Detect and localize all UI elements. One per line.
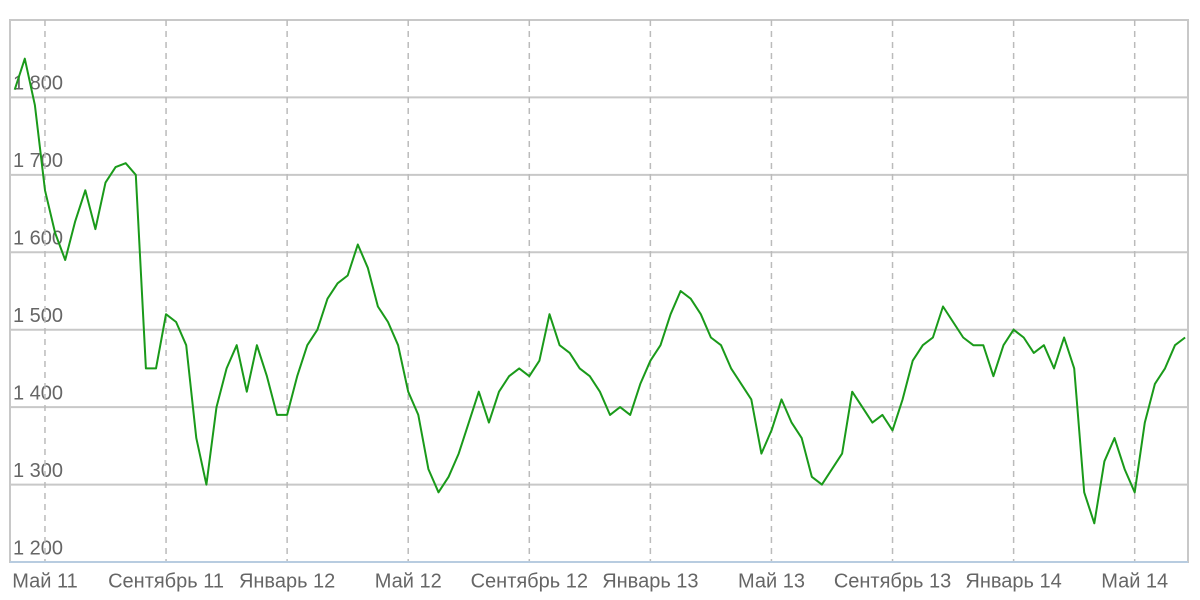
x-tick-label: Сентябрь 11 — [108, 570, 224, 592]
x-tick-label: Сентябрь 12 — [471, 570, 588, 592]
x-tick-label: Январь 14 — [965, 570, 1061, 592]
y-tick-label: 1 500 — [13, 305, 63, 327]
price-line — [13, 57, 1186, 525]
plot-frame — [9, 19, 1189, 563]
x-tick-label: Январь 13 — [602, 570, 698, 592]
y-tick-label: 1 400 — [13, 382, 63, 404]
y-tick-label: 1 200 — [13, 537, 63, 559]
x-tick-label: Май 12 — [375, 570, 442, 592]
y-tick-label: 1 300 — [13, 460, 63, 482]
y-tick-label: 1 800 — [13, 73, 63, 95]
x-tick-label: Май 13 — [738, 570, 805, 592]
y-tick-label: 1 600 — [13, 228, 63, 250]
y-tick-label: 1 700 — [13, 150, 63, 172]
x-tick-label: Январь 12 — [239, 570, 335, 592]
x-tick-label: Сентябрь 13 — [834, 570, 951, 592]
x-tick-label: Май 11 — [12, 570, 78, 592]
x-tick-label: Май 14 — [1101, 570, 1168, 592]
